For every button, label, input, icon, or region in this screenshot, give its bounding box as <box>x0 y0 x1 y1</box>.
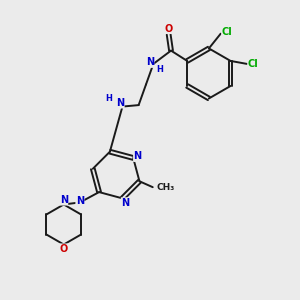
Text: O: O <box>164 23 173 34</box>
Text: Cl: Cl <box>248 59 259 69</box>
Text: H: H <box>106 94 112 103</box>
Text: N: N <box>146 57 154 68</box>
Text: Cl: Cl <box>222 27 232 37</box>
Text: N: N <box>76 196 84 206</box>
Text: O: O <box>60 244 68 254</box>
Text: H: H <box>156 65 163 74</box>
Text: N: N <box>121 198 129 208</box>
Text: CH₃: CH₃ <box>156 183 175 192</box>
Text: N: N <box>60 195 68 205</box>
Text: N: N <box>116 98 124 108</box>
Text: N: N <box>134 152 142 161</box>
